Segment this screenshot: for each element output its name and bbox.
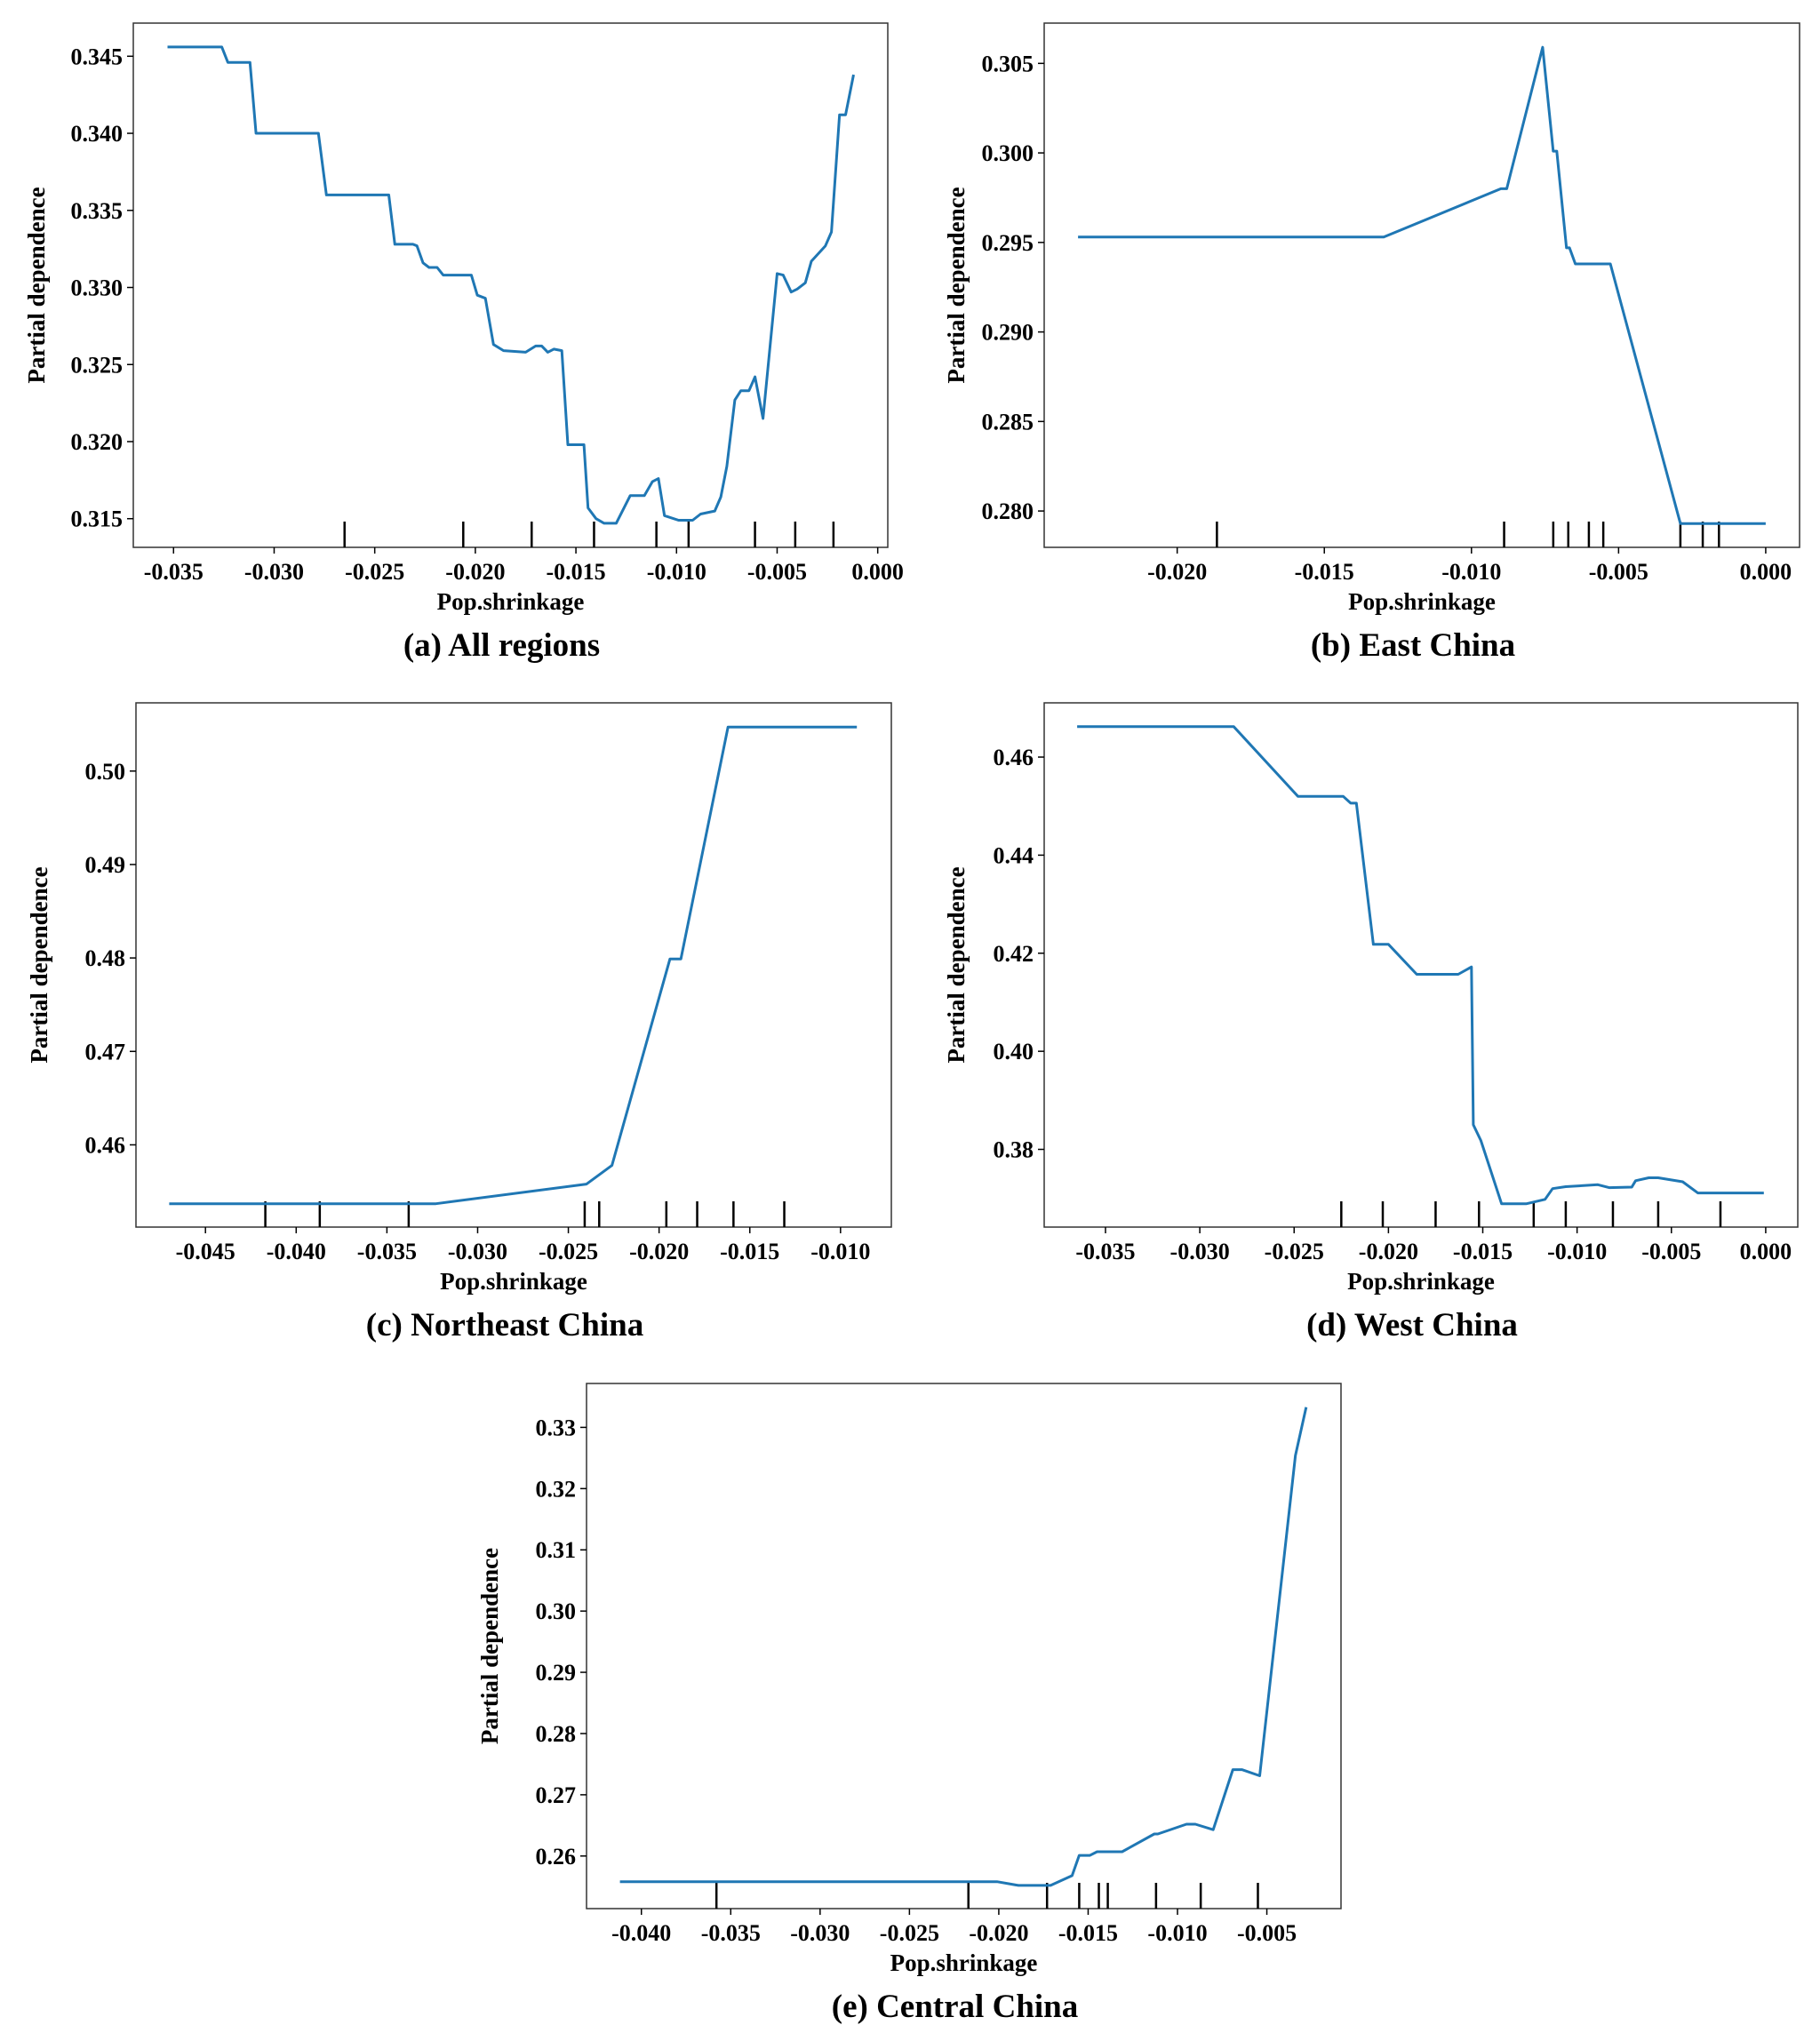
x-tick-label: -0.015	[546, 559, 605, 585]
x-tick-label: -0.025	[345, 559, 404, 585]
x-axis-label: Pop.shrinkage	[440, 1268, 587, 1295]
x-tick-label: 0.000	[1740, 1239, 1792, 1264]
y-tick-label: 0.29	[536, 1660, 577, 1686]
x-tick-label: -0.005	[1641, 1239, 1701, 1264]
y-tick-label: 0.320	[71, 429, 124, 455]
axes-frame	[135, 702, 892, 1228]
x-tick-label: -0.045	[176, 1239, 235, 1264]
x-tick-label: -0.035	[357, 1239, 417, 1264]
x-tick-label: -0.010	[1147, 1920, 1207, 1946]
x-tick-label: -0.035	[144, 559, 204, 585]
pd-line	[167, 45, 855, 525]
x-tick-label: -0.005	[1589, 559, 1648, 585]
y-axis-label: Partial dependence	[943, 866, 970, 1063]
x-tick-label: -0.005	[747, 559, 807, 585]
x-tick-label: -0.040	[611, 1920, 671, 1946]
y-tick-label: 0.300	[982, 140, 1034, 166]
x-tick-label: 0.000	[1740, 559, 1792, 585]
axes-frame	[1043, 702, 1799, 1228]
y-tick-label: 0.27	[536, 1782, 577, 1808]
panel-title: (d) West China	[1306, 1307, 1518, 1343]
y-tick-label: 0.325	[71, 352, 124, 378]
x-tick-label: -0.030	[448, 1239, 507, 1264]
x-tick-label: -0.010	[647, 559, 706, 585]
y-tick-label: 0.44	[994, 842, 1034, 868]
panel-title: (b) East China	[1311, 627, 1515, 664]
y-tick-label: 0.305	[982, 51, 1034, 76]
y-tick-label: 0.33	[536, 1415, 577, 1440]
y-tick-label: 0.32	[536, 1476, 577, 1502]
x-tick-label: -0.035	[701, 1920, 761, 1946]
x-axis-label: Pop.shrinkage	[1347, 1268, 1495, 1295]
y-tick-label: 0.46	[994, 745, 1034, 770]
y-tick-label: 0.46	[85, 1132, 126, 1158]
y-axis-label: Partial dependence	[943, 187, 970, 383]
x-tick-label: -0.030	[1170, 1239, 1230, 1264]
x-tick-label: -0.035	[1075, 1239, 1135, 1264]
y-tick-label: 0.50	[85, 759, 126, 785]
x-tick-label: -0.010	[1441, 559, 1501, 585]
x-tick-label: -0.020	[1147, 559, 1207, 585]
y-axis-label: Partial dependence	[23, 187, 50, 383]
chart-panel-c: -0.045 -0.040 -0.035 -0.030 -0.025 -0.020 -0.0…	[26, 702, 892, 1343]
x-tick-label: -0.010	[810, 1239, 870, 1264]
x-tick-label: -0.015	[1295, 559, 1354, 585]
x-tick-label: -0.015	[1058, 1920, 1118, 1946]
x-axis-label: Pop.shrinkage	[890, 1949, 1038, 1976]
panel-title: (e) Central China	[832, 1989, 1078, 2025]
x-tick-label: 0.000	[851, 559, 904, 585]
chart-panel-d: -0.035 -0.030 -0.025 -0.020 -0.015 -0.010 -0.0…	[943, 702, 1799, 1343]
y-tick-label: 0.31	[536, 1537, 577, 1563]
y-axis-label: Partial dependence	[26, 866, 52, 1063]
y-tick-label: 0.330	[71, 275, 124, 301]
x-tick-label: -0.020	[445, 559, 505, 585]
axes-frame	[586, 1383, 1342, 1909]
y-tick-label: 0.47	[85, 1039, 126, 1064]
pd-line	[1078, 45, 1766, 525]
x-tick-label: -0.020	[969, 1920, 1028, 1946]
y-axis-label: Partial dependence	[476, 1548, 503, 1744]
y-tick-label: 0.28	[536, 1721, 577, 1747]
y-tick-label: 0.40	[994, 1039, 1034, 1064]
x-axis-label: Pop.shrinkage	[437, 588, 585, 615]
y-tick-label: 0.42	[994, 941, 1034, 967]
pd-line	[619, 1407, 1308, 1887]
y-tick-label: 0.280	[982, 498, 1034, 524]
chart-panel-b: -0.020 -0.015 -0.010 -0.005 0.000 0.280 0.285 0…	[943, 22, 1800, 664]
y-tick-label: 0.345	[71, 44, 124, 69]
x-axis-label: Pop.shrinkage	[1348, 588, 1496, 615]
chart-panel-a: -0.035 -0.030 -0.025 -0.020 -0.015 -0.010 -0.0…	[23, 22, 904, 664]
y-tick-label: 0.49	[85, 852, 126, 878]
x-tick-label: -0.010	[1547, 1239, 1607, 1264]
x-tick-label: -0.020	[1359, 1239, 1418, 1264]
y-tick-label: 0.335	[71, 198, 124, 224]
panel-title: (a) All regions	[403, 627, 600, 664]
axes-frame	[132, 22, 889, 548]
y-tick-label: 0.315	[71, 506, 124, 532]
y-tick-label: 0.285	[982, 409, 1034, 435]
y-tick-label: 0.48	[85, 945, 126, 971]
y-tick-label: 0.340	[71, 121, 124, 147]
pd-line	[1077, 725, 1764, 1206]
y-tick-label: 0.26	[536, 1844, 577, 1870]
chart-panel-e: -0.040 -0.035 -0.030 -0.025 -0.020 -0.015 -0.0…	[476, 1383, 1342, 2025]
x-tick-label: -0.005	[1237, 1920, 1297, 1946]
y-tick-label: 0.38	[994, 1137, 1034, 1163]
x-tick-label: -0.025	[880, 1920, 939, 1946]
x-tick-label: -0.020	[629, 1239, 689, 1264]
axes-frame	[1043, 22, 1800, 548]
y-tick-label: 0.30	[536, 1599, 577, 1624]
x-tick-label: -0.015	[1453, 1239, 1513, 1264]
x-tick-label: -0.025	[539, 1239, 598, 1264]
x-tick-label: -0.030	[790, 1920, 850, 1946]
pd-line	[169, 725, 858, 1206]
x-tick-label: -0.015	[720, 1239, 779, 1264]
y-tick-label: 0.295	[982, 230, 1034, 256]
panel-title: (c) Northeast China	[366, 1307, 643, 1343]
x-tick-label: -0.030	[244, 559, 304, 585]
x-tick-label: -0.040	[267, 1239, 326, 1264]
x-tick-label: -0.025	[1265, 1239, 1324, 1264]
y-tick-label: 0.290	[982, 320, 1034, 346]
